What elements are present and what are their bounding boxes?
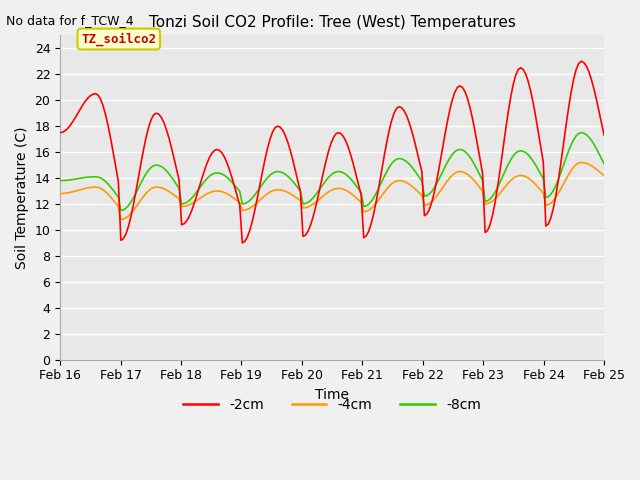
-4cm — [367, 205, 375, 211]
Line: -2cm: -2cm — [60, 61, 604, 243]
-8cm — [180, 201, 188, 206]
-2cm — [577, 59, 585, 64]
-4cm — [372, 200, 380, 206]
-4cm — [519, 173, 527, 179]
-2cm — [519, 66, 527, 72]
-4cm — [476, 185, 484, 191]
-8cm — [117, 207, 125, 213]
-8cm — [519, 148, 527, 154]
-8cm — [372, 190, 380, 196]
X-axis label: Time: Time — [315, 388, 349, 402]
Line: -4cm: -4cm — [60, 162, 604, 219]
-4cm — [577, 159, 585, 165]
Y-axis label: Soil Temperature (C): Soil Temperature (C) — [15, 126, 29, 269]
-4cm — [56, 191, 64, 196]
Text: TZ_soilco2: TZ_soilco2 — [81, 32, 156, 46]
-8cm — [367, 198, 375, 204]
-8cm — [476, 172, 484, 178]
-2cm — [193, 192, 200, 198]
-2cm — [178, 222, 186, 228]
-8cm — [600, 161, 608, 167]
-8cm — [56, 178, 64, 183]
-2cm — [56, 130, 64, 135]
-4cm — [117, 216, 125, 222]
-2cm — [476, 156, 484, 162]
-8cm — [195, 185, 203, 191]
Title: Tonzi Soil CO2 Profile: Tree (West) Temperatures: Tonzi Soil CO2 Profile: Tree (West) Temp… — [148, 15, 515, 30]
-4cm — [600, 173, 608, 179]
-2cm — [367, 220, 375, 226]
Text: No data for f_TCW_4: No data for f_TCW_4 — [6, 14, 134, 27]
-2cm — [372, 198, 380, 204]
-2cm — [600, 132, 608, 138]
-2cm — [239, 240, 246, 246]
Legend: -2cm, -4cm, -8cm: -2cm, -4cm, -8cm — [178, 393, 486, 418]
-8cm — [577, 130, 585, 135]
-4cm — [180, 204, 188, 209]
Line: -8cm: -8cm — [60, 132, 604, 210]
-4cm — [195, 196, 203, 202]
